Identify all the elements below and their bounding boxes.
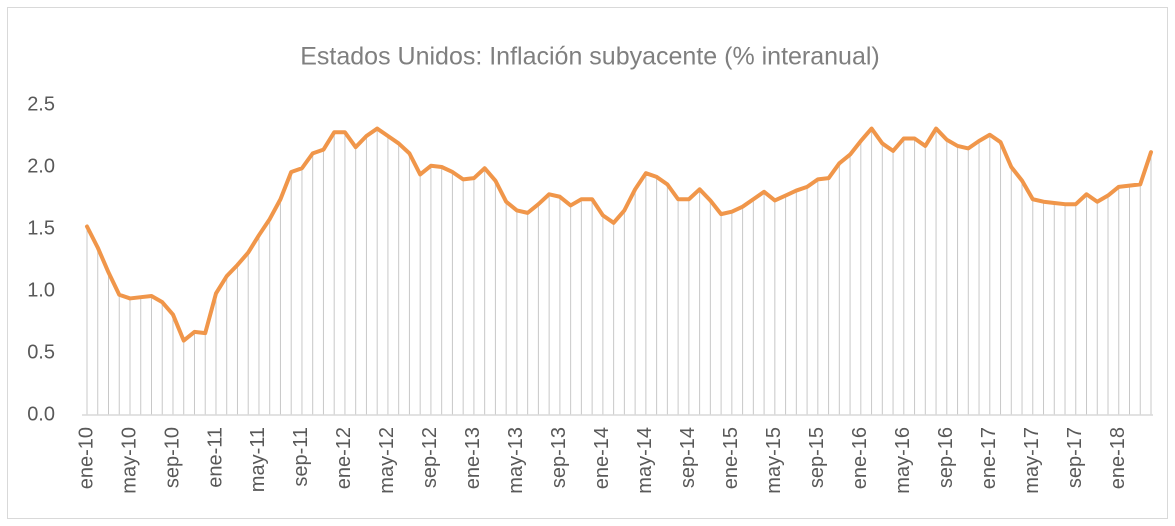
- x-tick-label: sep-17: [1064, 427, 1086, 488]
- y-tick-label: 1.0: [27, 279, 55, 301]
- x-tick-label: sep-11: [290, 427, 312, 487]
- x-tick-label: may-16: [892, 427, 914, 494]
- y-tick-label: 0.0: [27, 403, 55, 425]
- x-tick-label: sep-13: [548, 427, 570, 488]
- x-tick-label: ene-18: [1107, 427, 1129, 489]
- x-tick-label: ene-15: [720, 427, 742, 489]
- x-tick-label: ene-10: [75, 427, 97, 489]
- x-tick-label: may-13: [505, 427, 527, 494]
- x-tick-label: may-12: [376, 427, 398, 494]
- x-tick-label: ene-17: [978, 427, 1000, 489]
- x-tick-label: may-10: [118, 427, 140, 494]
- x-tick-label: ene-11: [204, 427, 226, 488]
- y-tick-label: 2.0: [27, 155, 55, 177]
- series-line: [85, 126, 1153, 343]
- x-tick-label: may-15: [763, 427, 785, 494]
- x-tick-label: may-11: [247, 427, 269, 492]
- chart-border: [7, 7, 1168, 519]
- x-tick-label: ene-13: [462, 427, 484, 489]
- x-tick-label: sep-15: [806, 427, 828, 488]
- y-tick-label: 2.5: [27, 93, 55, 115]
- x-tick-label: may-14: [634, 427, 656, 494]
- x-tick-label: may-17: [1021, 427, 1043, 494]
- x-tick-label: ene-12: [333, 427, 355, 489]
- x-tick-label: ene-14: [591, 427, 613, 489]
- y-tick-label: 1.5: [27, 217, 55, 239]
- x-tick-label: ene-16: [849, 427, 871, 489]
- x-tick-label: sep-16: [935, 427, 957, 488]
- chart-title: Estados Unidos: Inflación subyacente (% …: [300, 43, 880, 71]
- x-tick-label: sep-14: [677, 427, 699, 488]
- x-tick-label: sep-12: [419, 427, 441, 488]
- y-tick-label: 0.5: [27, 341, 55, 363]
- x-tick-label: sep-10: [161, 427, 183, 488]
